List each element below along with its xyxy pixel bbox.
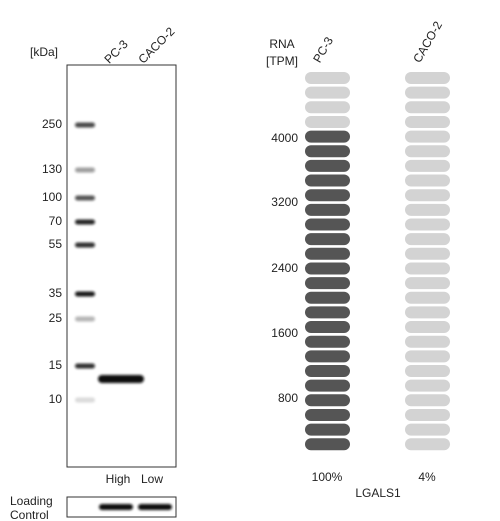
expression-pill (305, 438, 350, 451)
percent-label: 4% (418, 470, 436, 484)
expression-pill (305, 350, 350, 363)
expression-pill (305, 86, 350, 99)
expression-pill (305, 72, 350, 84)
marker-label: 15 (49, 358, 63, 372)
scale-label: 800 (278, 391, 298, 405)
rna-lane-label: CACO-2 (410, 19, 445, 66)
gene-label: LGALS1 (355, 486, 401, 500)
marker-label: 10 (49, 392, 63, 406)
expression-pill (305, 379, 350, 392)
marker-label: 100 (42, 190, 62, 204)
expression-pill (405, 247, 450, 260)
expression-pill (405, 306, 450, 319)
expression-pill (405, 423, 450, 436)
loading-label: Loading (10, 494, 53, 508)
expression-pill (405, 321, 450, 334)
marker-label: 130 (42, 162, 62, 176)
marker-band (75, 397, 95, 403)
expression-pill (405, 277, 450, 290)
expression-pill (405, 86, 450, 99)
level-label: Low (141, 472, 163, 486)
expression-pill (405, 145, 450, 158)
expression-pill (405, 233, 450, 246)
unit-label: [kDa] (30, 45, 58, 59)
scale-label: 2400 (271, 261, 298, 275)
expression-pill (405, 408, 450, 421)
marker-band (75, 167, 95, 173)
expression-pill (405, 101, 450, 114)
expression-pill (305, 321, 350, 334)
sample-band (98, 375, 144, 383)
marker-band (75, 363, 95, 369)
marker-label: 70 (49, 214, 63, 228)
percent-label: 100% (312, 470, 343, 484)
expression-pill (305, 159, 350, 172)
loading-bands (99, 504, 172, 510)
expression-pill (405, 438, 450, 451)
rna-lane-label: PC-3 (310, 34, 336, 65)
marker-band (75, 291, 95, 297)
expression-pill (305, 233, 350, 246)
expression-pill (405, 115, 450, 128)
expression-pill (305, 218, 350, 231)
expression-pill (305, 291, 350, 304)
scale-label: 3200 (271, 195, 298, 209)
lane-label: CACO-2 (135, 24, 177, 66)
marker-band (75, 316, 95, 322)
expression-pill (305, 277, 350, 290)
expression-pill (305, 306, 350, 319)
marker-label: 55 (49, 237, 63, 251)
expression-pill (405, 159, 450, 172)
expression-pill (305, 262, 350, 275)
level-label: High (106, 472, 131, 486)
expression-pill (305, 394, 350, 407)
expression-pill (405, 203, 450, 216)
expression-pill (305, 365, 350, 377)
expression-pill (405, 350, 450, 363)
marker-label: 35 (49, 286, 63, 300)
marker-band (75, 122, 95, 128)
expression-pill (405, 218, 450, 231)
lane-label: PC-3 (101, 37, 130, 66)
rna-unit-label: [TPM] (266, 54, 298, 68)
expression-pill (405, 335, 450, 348)
expression-pill (405, 365, 450, 377)
expression-pill (405, 291, 450, 304)
expression-pill (305, 145, 350, 158)
expression-pill (305, 335, 350, 348)
expression-pill (305, 115, 350, 128)
expression-pill (405, 394, 450, 407)
expression-pill (405, 262, 450, 275)
expression-pill (405, 379, 450, 392)
expression-pill (305, 174, 350, 187)
marker-label: 25 (49, 311, 63, 325)
scale-label: 4000 (271, 131, 298, 145)
expression-pill (405, 189, 450, 202)
expression-pill (305, 203, 350, 216)
expression-pill (305, 130, 350, 143)
expression-pill (405, 130, 450, 143)
expression-pill (305, 189, 350, 202)
expression-pill (405, 174, 450, 187)
loading-label: Control (10, 508, 49, 521)
expression-pill (305, 247, 350, 260)
expression-pill (405, 72, 450, 84)
marker-band (75, 242, 95, 248)
expression-pill (305, 408, 350, 421)
rna-unit-label: RNA (269, 37, 294, 51)
marker-band (75, 195, 95, 201)
expression-pill (305, 101, 350, 114)
marker-band (75, 219, 95, 225)
expression-pill (305, 423, 350, 436)
marker-label: 250 (42, 117, 62, 131)
scale-label: 1600 (271, 326, 298, 340)
